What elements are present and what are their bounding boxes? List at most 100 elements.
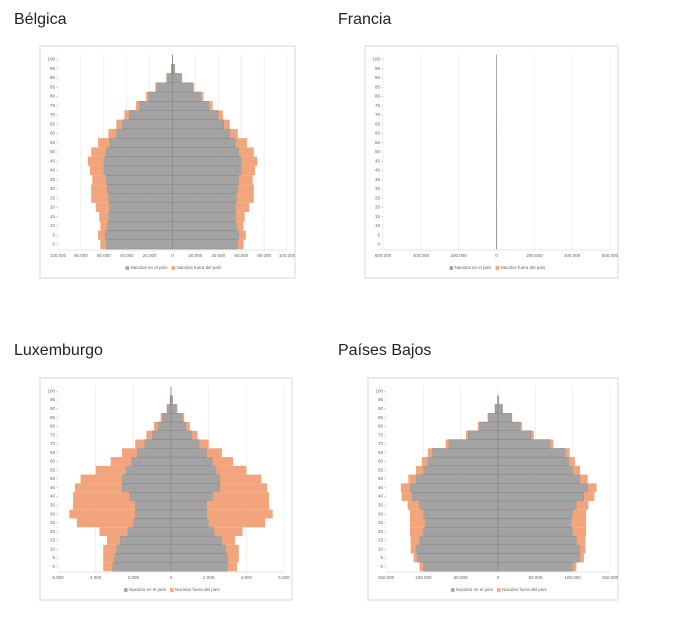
y-tick-label: 60 bbox=[50, 459, 56, 464]
bar bbox=[170, 518, 209, 528]
bar bbox=[531, 430, 534, 440]
bar bbox=[106, 536, 121, 545]
y-tick-label: 35 bbox=[378, 503, 384, 508]
bar bbox=[146, 91, 149, 102]
legend-swatch bbox=[451, 588, 455, 592]
bar bbox=[73, 500, 136, 510]
x-tick-label: 100.000 bbox=[50, 253, 67, 258]
bar bbox=[125, 465, 172, 475]
chart-title: Países Bajos bbox=[338, 342, 431, 359]
bar bbox=[128, 110, 173, 120]
y-tick-label: 55 bbox=[50, 467, 56, 472]
bar bbox=[235, 138, 247, 148]
y-tick-label: 100 bbox=[47, 388, 55, 393]
chart-title: Francia bbox=[338, 11, 391, 28]
y-tick-label: 85 bbox=[50, 84, 56, 89]
y-tick-label: 95 bbox=[50, 397, 56, 402]
bar bbox=[467, 430, 499, 440]
x-tick-label: 200.000 bbox=[451, 253, 468, 258]
bar bbox=[497, 500, 577, 510]
y-tick-label: 50 bbox=[50, 476, 56, 481]
x-tick-label: 80.000 bbox=[257, 253, 271, 258]
y-tick-label: 0 bbox=[380, 564, 383, 569]
bar bbox=[171, 64, 173, 74]
bar bbox=[479, 421, 499, 431]
y-tick-label: 10 bbox=[375, 223, 381, 228]
bar bbox=[572, 562, 577, 572]
bar bbox=[415, 474, 499, 484]
bar bbox=[167, 404, 172, 414]
bar bbox=[121, 119, 173, 130]
bar bbox=[116, 544, 172, 554]
x-tick-label: 80.000 bbox=[74, 253, 88, 258]
bar bbox=[182, 413, 185, 422]
legend-swatch bbox=[124, 588, 128, 592]
bar bbox=[105, 147, 173, 157]
x-tick-label: 60.000 bbox=[97, 253, 111, 258]
bar bbox=[497, 421, 521, 431]
bar bbox=[172, 73, 182, 83]
bar bbox=[114, 553, 172, 563]
x-tick-label: 200.000 bbox=[526, 253, 543, 258]
y-tick-label: 20 bbox=[50, 205, 56, 210]
y-tick-label: 100 bbox=[47, 57, 55, 62]
bar bbox=[583, 492, 595, 501]
legend-label: Nacidos fuera del país bbox=[502, 587, 548, 592]
y-tick-label: 15 bbox=[375, 214, 381, 219]
bar bbox=[76, 518, 134, 528]
bar bbox=[225, 544, 239, 554]
x-tick-label: 600.000 bbox=[375, 253, 392, 258]
bar bbox=[401, 492, 413, 501]
x-tick-label: 6.000 bbox=[278, 575, 290, 580]
x-tick-label: 20.000 bbox=[143, 253, 157, 258]
y-tick-label: 25 bbox=[50, 520, 56, 525]
y-tick-label: 65 bbox=[50, 450, 56, 455]
y-tick-label: 70 bbox=[50, 112, 56, 117]
bar bbox=[413, 553, 418, 563]
bar bbox=[236, 193, 254, 203]
bar bbox=[411, 492, 499, 502]
bar bbox=[160, 413, 163, 422]
y-tick-label: 20 bbox=[378, 529, 384, 534]
bar bbox=[497, 509, 573, 519]
bar bbox=[172, 64, 175, 74]
y-tick-label: 50 bbox=[378, 476, 384, 481]
y-tick-label: 45 bbox=[50, 158, 56, 163]
bar bbox=[497, 413, 512, 423]
bar bbox=[238, 147, 254, 157]
bar bbox=[109, 202, 173, 213]
bar bbox=[170, 474, 221, 484]
bar bbox=[497, 395, 499, 405]
bar bbox=[580, 474, 588, 484]
bar bbox=[170, 421, 187, 431]
bar bbox=[216, 465, 247, 475]
bar bbox=[170, 404, 177, 414]
bar bbox=[172, 221, 237, 231]
x-tick-label: 50.000 bbox=[528, 575, 542, 580]
bar bbox=[235, 202, 250, 213]
bar bbox=[236, 221, 244, 231]
legend-label: Nacidos fuera del país bbox=[177, 265, 223, 270]
bar bbox=[408, 474, 416, 484]
bar bbox=[193, 82, 195, 92]
bar bbox=[421, 457, 428, 466]
bar bbox=[103, 544, 117, 554]
y-tick-label: 75 bbox=[50, 432, 56, 437]
legend-label: Nacidos fuera del país bbox=[501, 265, 547, 270]
bar bbox=[172, 147, 240, 157]
x-tick-label: 60.000 bbox=[234, 253, 248, 258]
bar bbox=[110, 457, 132, 466]
bar bbox=[152, 430, 172, 440]
y-tick-label: 30 bbox=[378, 511, 384, 516]
bar bbox=[172, 184, 238, 194]
bar bbox=[576, 500, 589, 510]
bar bbox=[445, 439, 449, 449]
x-tick-label: 50.000 bbox=[454, 575, 468, 580]
bar bbox=[181, 73, 183, 83]
bar bbox=[172, 230, 240, 240]
bar bbox=[497, 527, 573, 537]
chart-frame bbox=[364, 45, 619, 279]
bar bbox=[587, 483, 597, 493]
bar bbox=[219, 474, 262, 484]
bar bbox=[170, 544, 226, 554]
